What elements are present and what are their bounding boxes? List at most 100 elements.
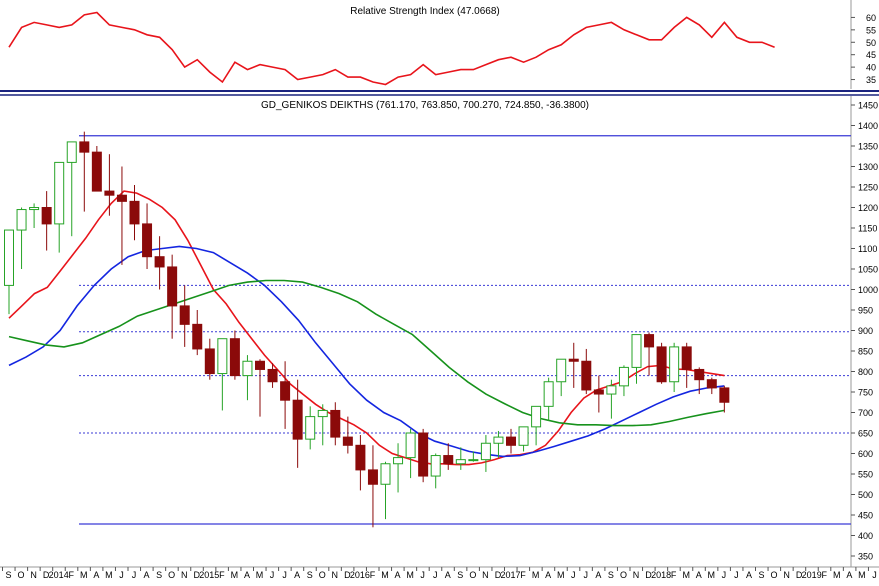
candle-down	[368, 470, 377, 484]
x-tick-label: F	[219, 570, 225, 580]
x-tick-label: S	[758, 570, 764, 580]
rsi-tick-label: 50	[866, 38, 876, 48]
x-tick-label: O	[469, 570, 476, 580]
x-tick-label: J	[282, 570, 287, 580]
x-tick-label: A	[93, 570, 99, 580]
candle-up	[30, 208, 39, 210]
candle-up	[381, 464, 390, 485]
x-tick-label: O	[620, 570, 627, 580]
y-tick-label: 450	[858, 511, 873, 521]
x-tick-label: N	[30, 570, 37, 580]
y-tick-label: 1100	[858, 244, 877, 254]
rsi-tick-label: 55	[866, 25, 876, 35]
moving-average-green	[9, 281, 724, 426]
candle-down	[356, 445, 365, 470]
x-tick-label: S	[457, 570, 463, 580]
x-tick-label: 2014	[49, 570, 69, 580]
y-tick-label: 350	[858, 552, 873, 562]
candle-up	[17, 210, 26, 231]
y-tick-label: 900	[858, 326, 873, 336]
candle-up	[243, 361, 252, 375]
x-tick-label: N	[633, 570, 640, 580]
y-tick-label: 1300	[858, 162, 878, 172]
x-tick-label: M	[256, 570, 264, 580]
candle-up	[318, 410, 327, 416]
candle-down	[130, 201, 139, 224]
candle-up	[67, 142, 76, 163]
candle-down	[205, 349, 214, 374]
candle-down	[256, 361, 265, 369]
x-tick-label: O	[168, 570, 175, 580]
candle-up	[431, 456, 440, 477]
candle-up	[544, 382, 553, 407]
candle-down	[419, 433, 428, 476]
x-tick-label: F	[69, 570, 75, 580]
y-tick-label: 800	[858, 367, 873, 377]
candle-down	[143, 224, 152, 257]
x-tick-label: 2015	[199, 570, 219, 580]
y-tick-label: 1450	[858, 101, 878, 111]
candle-up	[557, 359, 566, 382]
candle-down	[117, 195, 126, 201]
candle-up	[469, 460, 478, 461]
main-y-ticks: 1450140013501300125012001150110010501000…	[851, 101, 878, 562]
candle-down	[155, 257, 164, 267]
candle-down	[657, 347, 666, 382]
candle-up	[456, 460, 465, 464]
rsi-line	[9, 13, 775, 85]
candle-up	[632, 335, 641, 368]
x-tick-label: M	[406, 570, 414, 580]
y-tick-label: 1050	[858, 265, 878, 275]
candle-down	[230, 339, 239, 376]
y-tick-label: 700	[858, 408, 873, 418]
x-tick-label: J	[132, 570, 137, 580]
x-tick-label: N	[482, 570, 489, 580]
x-tick-label: J	[722, 570, 727, 580]
y-tick-label: 1200	[858, 203, 878, 213]
y-tick-label: 550	[858, 470, 873, 480]
rsi-line-group	[9, 12, 775, 84]
x-tick-label: A	[595, 570, 601, 580]
x-tick-label: F	[520, 570, 526, 580]
x-tick-label: A	[244, 570, 250, 580]
candle-up	[494, 437, 503, 443]
x-tick-label: N	[783, 570, 790, 580]
y-tick-label: 1250	[858, 183, 878, 193]
rsi-panel: Relative Strength Index (47.0668) 605550…	[9, 0, 876, 89]
x-tick-label: J	[270, 570, 275, 580]
x-tick-label: 2016	[350, 570, 370, 580]
x-tick-label: M	[80, 570, 88, 580]
x-tick-label: 2017	[500, 570, 520, 580]
candle-down	[293, 400, 302, 439]
x-tick-label: M	[557, 570, 565, 580]
y-tick-label: 500	[858, 490, 873, 500]
x-tick-label: M	[708, 570, 716, 580]
x-tick-label: N	[181, 570, 188, 580]
candle-down	[180, 306, 189, 324]
x-tick-label: F	[370, 570, 376, 580]
x-tick-label: J	[571, 570, 576, 580]
candle-down	[582, 361, 591, 390]
candle-down	[682, 347, 691, 370]
x-tick-label: J	[433, 570, 438, 580]
candle-down	[720, 388, 729, 402]
candle-down	[569, 359, 578, 361]
candle-down	[695, 369, 704, 379]
candle-down	[343, 437, 352, 445]
x-tick-label: A	[696, 570, 702, 580]
x-tick-label: M	[833, 570, 841, 580]
x-tick-label: N	[332, 570, 339, 580]
candle-up	[481, 443, 490, 459]
candle-down	[168, 267, 177, 306]
rsi-tick-label: 35	[866, 75, 876, 85]
candle-up	[532, 406, 541, 427]
x-tick-label: M	[231, 570, 239, 580]
candle-up	[55, 162, 64, 224]
candle-down	[281, 382, 290, 400]
candle-up	[406, 433, 415, 458]
x-tick-label: A	[545, 570, 551, 580]
rsi-title: Relative Strength Index (47.0668)	[350, 6, 500, 17]
candle-up	[394, 458, 403, 464]
x-tick-label: A	[846, 570, 852, 580]
